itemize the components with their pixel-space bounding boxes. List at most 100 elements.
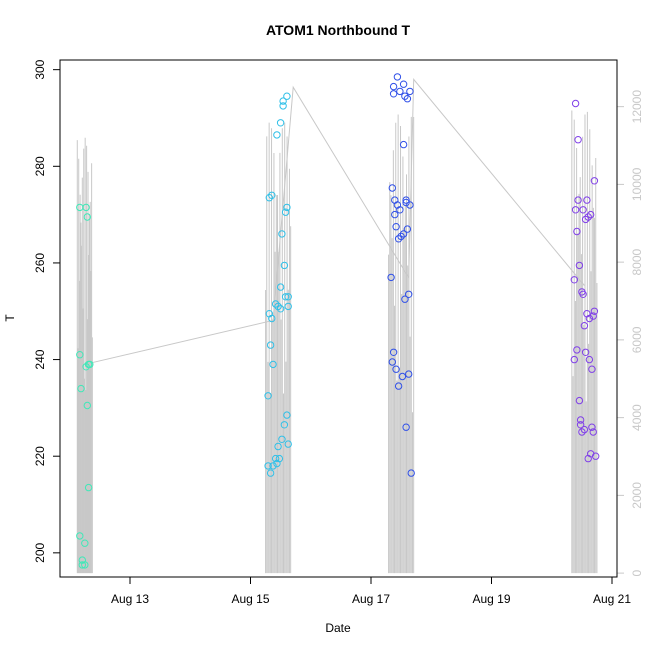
data-point: [406, 201, 414, 209]
data-point: [276, 119, 285, 127]
data-point: [264, 392, 272, 400]
y2-tick-label: 10000: [630, 167, 644, 201]
data-point: [580, 425, 589, 434]
data-point: [394, 382, 403, 390]
data-point: [84, 483, 93, 492]
data-point: [82, 363, 90, 371]
y2-tick-label: 0: [630, 569, 644, 576]
data-point: [405, 290, 413, 298]
data-point: [402, 198, 410, 207]
chart-title: ATOM1 Northbound T: [266, 22, 411, 38]
data-point: [76, 351, 84, 359]
data-point: [266, 341, 275, 349]
data-point: [575, 261, 584, 270]
data-point: [401, 295, 409, 303]
data-point: [388, 184, 396, 192]
x-tick-label: Aug 15: [231, 592, 269, 606]
data-point: [280, 421, 289, 429]
data-point: [399, 230, 408, 238]
data-point: [391, 210, 399, 219]
data-point: [393, 73, 402, 81]
data-point: [265, 194, 273, 202]
data-point: [281, 293, 290, 301]
data-point: [578, 428, 586, 436]
y-tick-label: 260: [33, 253, 47, 273]
data-point: [266, 469, 275, 477]
y-tick-label: 200: [33, 543, 47, 563]
data-point: [77, 384, 85, 393]
data-point: [396, 87, 404, 96]
data-point: [571, 99, 580, 108]
data-point: [278, 230, 286, 238]
data-point: [402, 423, 410, 431]
data-point: [83, 213, 92, 221]
data-point: [392, 223, 400, 231]
data-point: [276, 283, 285, 291]
data-point: [575, 396, 584, 405]
data-point: [585, 314, 594, 323]
data-point: [581, 348, 590, 356]
data-point: [574, 136, 582, 144]
data-points: [76, 73, 600, 569]
data-point: [399, 80, 408, 88]
data-point: [579, 290, 587, 298]
data-point: [283, 411, 291, 419]
data-point: [573, 227, 581, 236]
data-point: [269, 462, 277, 470]
data-point: [83, 401, 92, 410]
data-point: [584, 213, 592, 221]
data-point: [588, 365, 596, 373]
data-point: [392, 365, 400, 373]
x-tick-label: Aug 21: [593, 592, 631, 606]
data-point: [402, 196, 410, 204]
data-point: [399, 140, 408, 149]
data-point: [389, 348, 398, 356]
data-point: [407, 469, 415, 477]
data-point: [271, 454, 280, 463]
data-point: [574, 196, 582, 204]
data-point: [587, 210, 595, 219]
data-point: [391, 196, 399, 204]
data-point: [389, 82, 398, 91]
x-tick-label: Aug 17: [352, 592, 390, 606]
data-point: [78, 561, 87, 569]
data-point: [274, 442, 282, 451]
data-point: [571, 206, 580, 214]
data-point: [397, 232, 405, 241]
data-point: [81, 539, 89, 547]
data-point: [275, 454, 284, 463]
data-point: [401, 92, 409, 100]
data-point: [589, 428, 597, 436]
data-point: [576, 416, 585, 424]
y2-tick-label: 12000: [630, 90, 644, 124]
data-point: [580, 322, 589, 330]
data-point: [588, 423, 596, 431]
data-point: [284, 302, 292, 311]
data-point: [271, 300, 280, 308]
data-point: [264, 462, 272, 470]
data-point: [273, 131, 281, 139]
data-point: [279, 102, 287, 110]
x-tick-label: Aug 13: [111, 592, 149, 606]
data-point: [82, 203, 90, 212]
data-point: [570, 276, 578, 284]
y2-tick-label: 2000: [630, 482, 644, 509]
y-tick-label: 220: [33, 446, 47, 466]
plot-frame: [59, 59, 618, 578]
y2-tick-label: 6000: [630, 326, 644, 353]
data-point: [394, 235, 403, 243]
data-point: [268, 314, 276, 323]
x-axis-label: Date: [325, 621, 351, 635]
data-point: [406, 87, 414, 96]
data-point: [581, 215, 590, 224]
data-point: [274, 302, 282, 311]
data-point: [279, 97, 287, 105]
y2-tick-label: 4000: [630, 404, 644, 431]
secondary-trend-line: [89, 78, 585, 364]
y-tick-label: 280: [33, 156, 47, 176]
data-point: [585, 355, 594, 364]
data-point: [281, 208, 290, 216]
data-point: [590, 177, 599, 185]
axes: Aug 13 Aug 15 Aug 17 Aug 19 Aug 21 200 220 240 2…: [33, 59, 644, 606]
